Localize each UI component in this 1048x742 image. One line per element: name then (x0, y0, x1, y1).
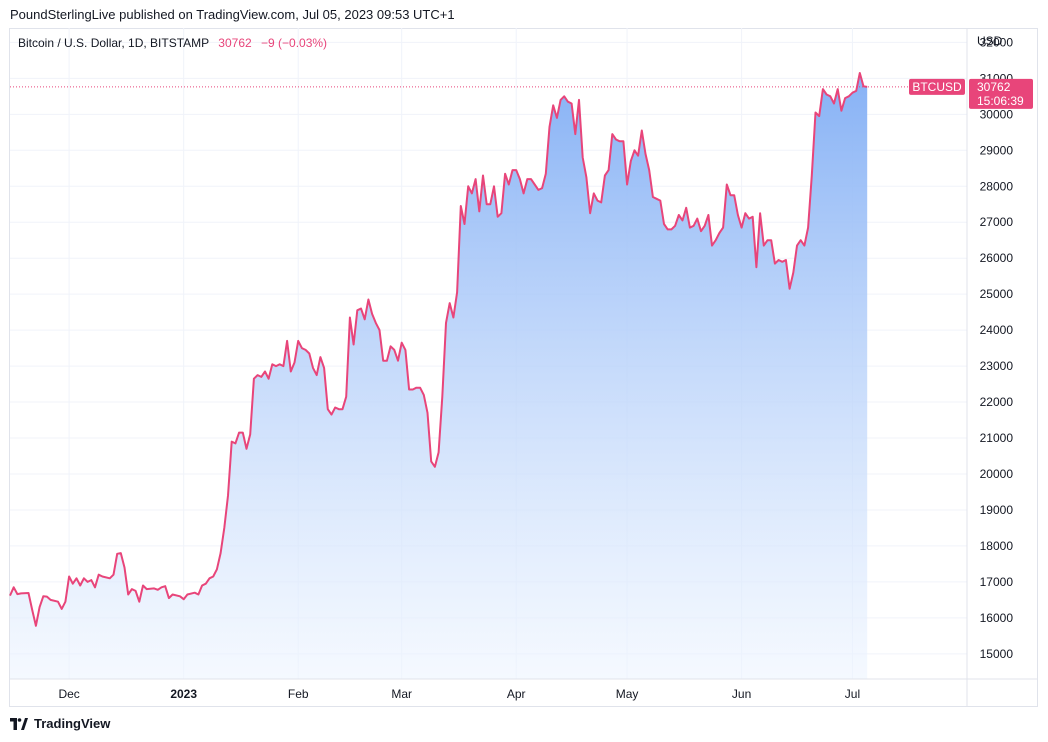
x-tick-label: Dec (58, 687, 79, 701)
symbol-tag-label: BTCUSD (912, 80, 962, 94)
price-line (9, 72, 868, 627)
x-tick-label: Apr (507, 687, 526, 701)
legend-change: −9 (−0.03%) (261, 36, 328, 50)
symbol-tag-bg (909, 78, 965, 95)
price-tag-value: 30762 (977, 80, 1011, 94)
x-tick-label: Mar (391, 687, 412, 701)
publisher-line: PoundSterlingLive published on TradingVi… (10, 7, 455, 22)
tradingview-logo[interactable]: TradingView (10, 716, 110, 731)
price-tag-bg (969, 78, 1033, 109)
symbol-description: Bitcoin / U.S. Dollar, 1D, BITSTAMP (18, 36, 209, 50)
y-tick-label: 17000 (980, 575, 1014, 589)
y-tick-label: 22000 (980, 395, 1014, 409)
y-tick-label: 16000 (980, 611, 1014, 625)
currency-label[interactable]: USD (977, 34, 1003, 48)
x-tick-label: Feb (288, 687, 309, 701)
y-tick-label: 19000 (980, 503, 1014, 517)
y-tick-label: 18000 (980, 539, 1014, 553)
y-tick-label: 20000 (980, 467, 1014, 481)
y-tick-label: 28000 (980, 179, 1014, 193)
x-tick-label: Jul (845, 687, 860, 701)
price-tag-countdown: 15:06:39 (977, 94, 1024, 108)
chart-legend: Bitcoin / U.S. Dollar, 1D, BITSTAMP 3076… (18, 36, 327, 50)
x-tick-label: 2023 (170, 687, 197, 701)
y-tick-label: 30000 (980, 107, 1014, 121)
y-tick-label: 32000 (980, 35, 1014, 49)
y-tick-label: 23000 (980, 359, 1014, 373)
y-tick-label: 29000 (980, 143, 1014, 157)
legend-last-price: 30762 (218, 36, 252, 50)
y-tick-label: 26000 (980, 251, 1014, 265)
y-tick-label: 24000 (980, 323, 1014, 337)
x-tick-label: Jun (732, 687, 751, 701)
chart-frame (9, 28, 1038, 707)
y-tick-label: 25000 (980, 287, 1014, 301)
price-area-fill (10, 73, 868, 679)
y-tick-label: 27000 (980, 215, 1014, 229)
tradingview-logo-icon (10, 717, 28, 730)
x-tick-label: May (616, 687, 639, 701)
area-layer (9, 72, 967, 679)
y-tick-label: 15000 (980, 647, 1014, 661)
y-tick-label: 21000 (980, 431, 1014, 445)
tradingview-brand: TradingView (34, 716, 111, 731)
